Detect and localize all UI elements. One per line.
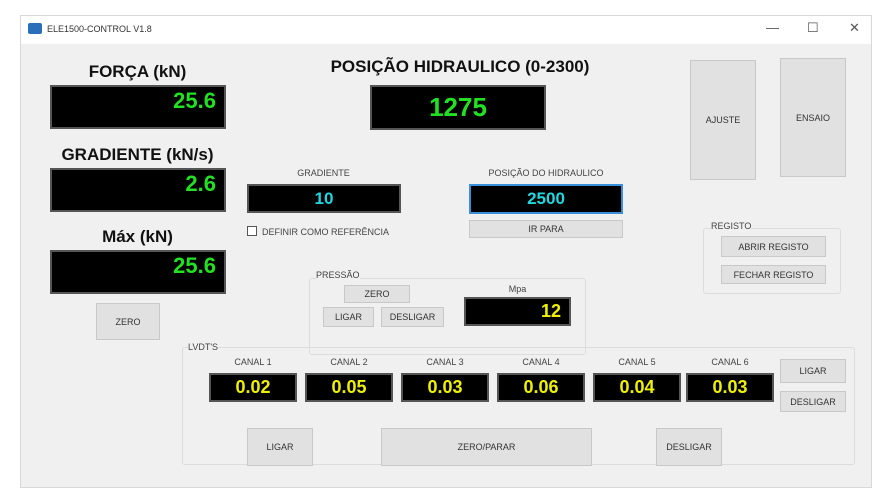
canal-display: 0.06 [497, 373, 585, 402]
pressao-display: 12 [464, 297, 571, 326]
title-bar: ELE1500-CONTROL V1.8 — ☐ ✕ [21, 16, 871, 44]
canal-label: CANAL 3 [426, 357, 464, 367]
canal-display: 0.03 [401, 373, 489, 402]
canal-label: CANAL 4 [522, 357, 560, 367]
fechar-registo-button[interactable]: FECHAR REGISTO [721, 265, 826, 284]
pressao-ligar-button[interactable]: LIGAR [323, 307, 374, 327]
posicao-display: 1275 [370, 85, 546, 130]
referencia-label: DEFINIR COMO REFERÊNCIA [262, 227, 390, 237]
max-display: 25.6 [50, 250, 226, 294]
gradiente-label: GRADIENTE (kN/s) [61, 145, 214, 164]
pressao-zero-button[interactable]: ZERO [344, 285, 410, 303]
ajuste-button[interactable]: AJUSTE [690, 60, 756, 180]
window-title: ELE1500-CONTROL V1.8 [47, 24, 152, 34]
canal-display: 0.04 [593, 373, 681, 402]
close-icon[interactable]: ✕ [849, 20, 860, 35]
minimize-icon[interactable]: — [766, 20, 779, 35]
desligar-button[interactable]: DESLIGAR [656, 428, 722, 466]
lvdts-ligar-button[interactable]: LIGAR [780, 359, 846, 383]
pressao-unit: Mpa [508, 284, 527, 294]
gradiente-display: 2.6 [50, 168, 226, 212]
canal-display: 0.03 [686, 373, 774, 402]
max-label: Máx (kN) [102, 227, 173, 246]
app-icon [28, 23, 42, 34]
posicao-label: POSIÇÃO HIDRAULICO (0-2300) [330, 57, 590, 76]
gradiente-input[interactable]: 10 [247, 184, 401, 213]
canal-display: 0.05 [305, 373, 393, 402]
pressao-label: PRESSÃO [316, 270, 360, 280]
ir-para-button[interactable]: IR PARA [469, 220, 623, 238]
canal-label: CANAL 2 [330, 357, 368, 367]
forca-display: 25.6 [50, 85, 226, 129]
maximize-icon[interactable]: ☐ [807, 20, 819, 35]
referencia-checkbox[interactable] [247, 226, 257, 236]
registo-label: REGISTO [711, 221, 752, 231]
abrir-registo-button[interactable]: ABRIR REGISTO [721, 236, 826, 257]
gradiente-input-label: GRADIENTE [297, 168, 350, 178]
zero-parar-button[interactable]: ZERO/PARAR [381, 428, 592, 466]
ligar-button[interactable]: LIGAR [247, 428, 313, 466]
zero-button[interactable]: ZERO [96, 303, 160, 340]
canal-label: CANAL 6 [711, 357, 749, 367]
canal-label: CANAL 5 [618, 357, 656, 367]
registo-group [703, 228, 841, 294]
posicao-input[interactable]: 2500 [469, 184, 623, 214]
posicao-input-label: POSIÇÃO DO HIDRAULICO [488, 168, 604, 178]
canal-display: 0.02 [209, 373, 297, 402]
canal-label: CANAL 1 [234, 357, 272, 367]
forca-label: FORÇA (kN) [88, 62, 187, 81]
lvdts-label: LVDT'S [188, 342, 219, 352]
pressao-group [309, 278, 586, 355]
pressao-desligar-button[interactable]: DESLIGAR [381, 307, 444, 327]
lvdts-desligar-button[interactable]: DESLIGAR [780, 391, 846, 412]
ensaio-button[interactable]: ENSAIO [780, 58, 846, 177]
